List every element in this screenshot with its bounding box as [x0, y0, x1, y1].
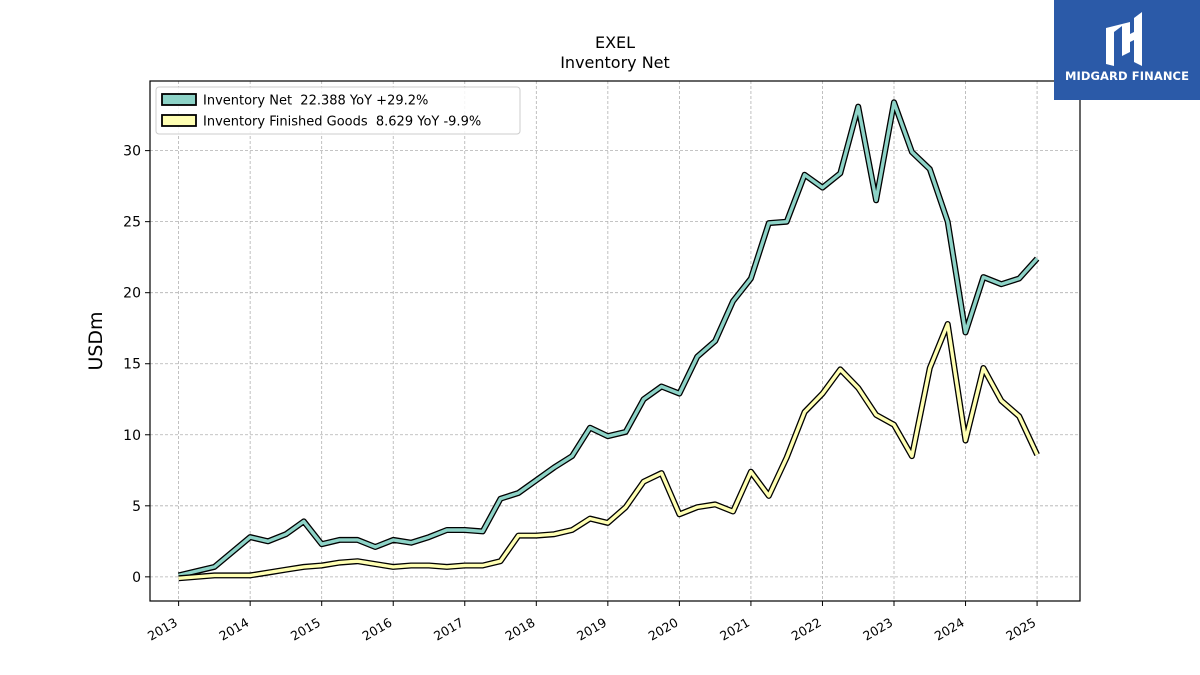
x-tick-label: 2016: [359, 615, 394, 644]
x-tick-label: 2021: [717, 615, 752, 644]
x-tick-label: 2020: [646, 615, 681, 644]
y-tick-label: 0: [132, 570, 141, 586]
y-axis: 0 5 10 15 20 25 30: [123, 144, 150, 586]
chart-title: EXEL: [595, 33, 635, 52]
x-tick-label: 2025: [1003, 615, 1038, 644]
y-axis-label: USDm: [85, 311, 107, 370]
y-tick-label: 25: [123, 215, 141, 231]
y-tick-label: 30: [123, 144, 141, 160]
x-tick-label: 2018: [503, 615, 538, 644]
series-line-1: [178, 322, 1039, 580]
x-tick-label: 2015: [288, 615, 323, 644]
x-tick-label: 2014: [216, 615, 251, 644]
y-tick-label: 5: [132, 499, 141, 515]
y-tick-label: 20: [123, 286, 141, 302]
legend-swatch-inventory-net: [161, 93, 197, 106]
y-tick-label: 10: [123, 428, 141, 444]
y-tick-label: 15: [123, 357, 141, 373]
x-tick-label: 2024: [932, 615, 967, 644]
series-line-0: [178, 100, 1039, 578]
legend-label-finished-goods: Inventory Finished Goods 8.629 YoY -9.9%: [203, 115, 481, 130]
x-tick-label: 2022: [789, 615, 824, 644]
legend: Inventory Net 22.388 YoY +29.2% Inventor…: [155, 86, 521, 135]
midgard-finance-logo: MIDGARD FINANCE: [1054, 0, 1200, 100]
midgard-logo-icon: [1106, 12, 1142, 66]
series-layer: [177, 99, 1040, 582]
chart-subtitle: Inventory Net: [560, 53, 670, 72]
x-tick-label: 2017: [431, 615, 466, 644]
legend-box: [155, 86, 521, 135]
x-axis: 2013 2014 2015 2016 2017 2018 2019 2020 2021 2022…: [145, 601, 1038, 644]
x-tick-label: 2023: [860, 615, 895, 644]
brand-name: MIDGARD FINANCE: [1064, 69, 1190, 83]
x-tick-label: 2019: [574, 615, 609, 644]
x-tick-label: 2013: [145, 615, 180, 644]
plot-frame: [149, 80, 1081, 602]
legend-label-inventory-net: Inventory Net 22.388 YoY +29.2%: [203, 94, 428, 109]
legend-swatch-finished-goods: [161, 114, 197, 127]
